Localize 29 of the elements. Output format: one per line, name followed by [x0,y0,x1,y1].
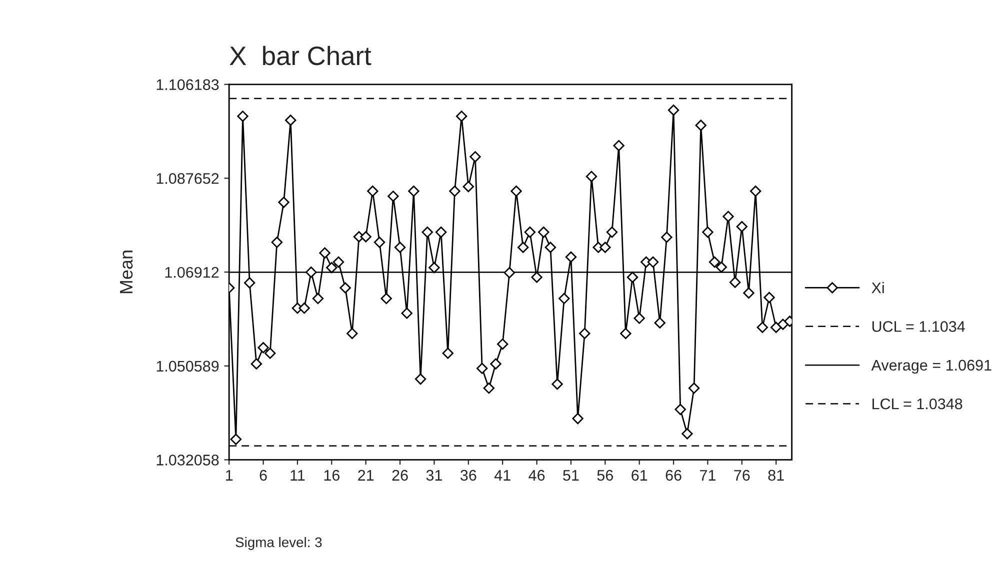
y-tick-label: 1.106183 [156,79,219,90]
x-tick-label: 26 [392,470,408,481]
legend-label: LCL = 1.0348 [872,398,962,410]
y-tick-label: 1.032058 [156,454,219,466]
x-tick-label: 31 [426,470,442,481]
y-tick-label: 1.06912 [165,266,219,278]
y-tick-label: 1.050589 [156,360,219,372]
x-tick-label: 66 [666,470,682,481]
x-tick-label: 51 [563,470,579,481]
x-tick-label: 56 [597,470,613,481]
x-tick-label: 16 [324,470,340,481]
x-tick-label: 71 [700,470,716,481]
text: Sigma level: 3 [236,537,322,550]
x-tick-label: 46 [528,470,545,481]
x-tick-label: 11 [290,470,305,481]
x-tick-label: 61 [632,470,648,481]
legend-label: Average = 1.0691 [871,360,992,374]
x-tick-label: 36 [460,470,476,481]
x-tick-label: 41 [494,470,510,481]
y-axis-title: Mean [120,250,133,294]
x-tick-label: 81 [768,470,784,481]
x-tick-label: 1 [226,470,233,481]
chart-title: X bar Chart [230,46,372,66]
legend-label: Xi [872,282,884,294]
x-tick-label: 76 [734,470,750,481]
y-tick-label: 1.087652 [156,173,219,184]
legend-label: UCL = 1.1034 [872,321,965,332]
x-tick-label: 21 [358,470,374,481]
x-tick-label: 6 [260,470,267,481]
